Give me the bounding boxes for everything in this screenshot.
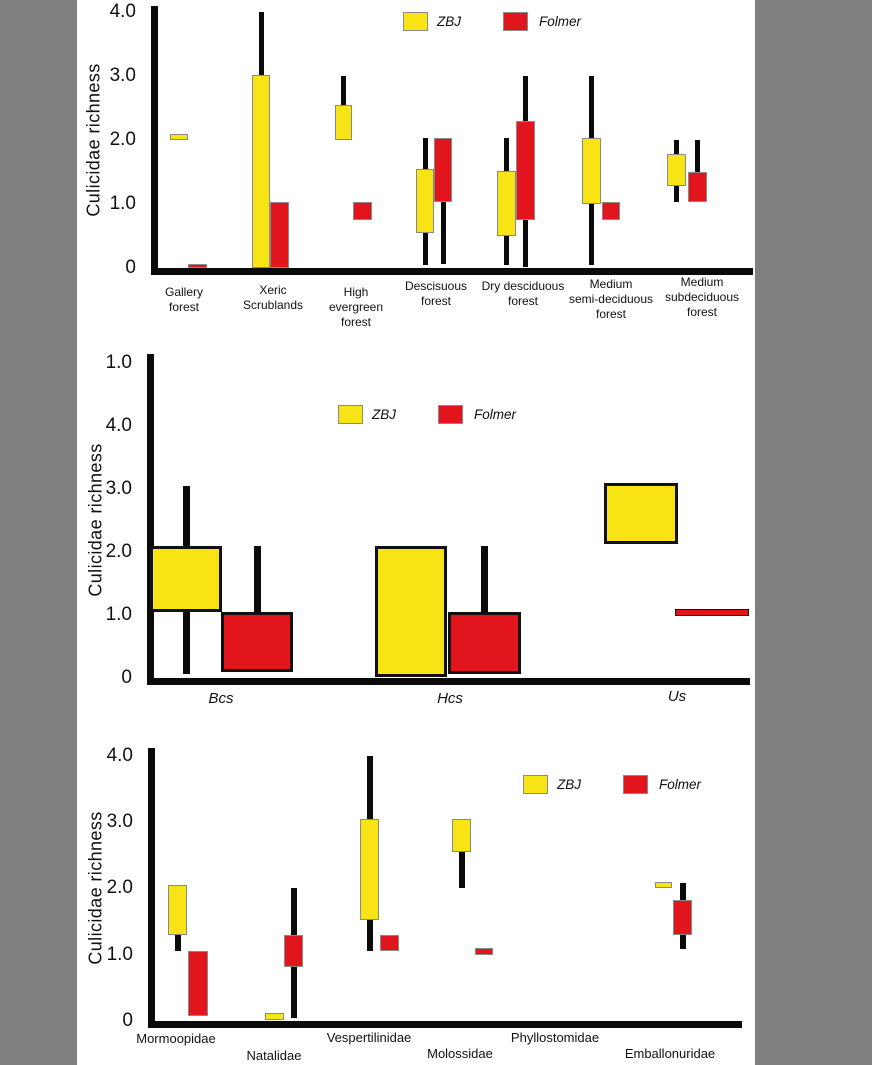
box-folmer: [434, 138, 452, 203]
x-axis-label: Vespertilinidae: [326, 1030, 412, 1045]
x-axis-label: Molossidae: [427, 1046, 493, 1061]
box-zbj: [375, 545, 447, 677]
box-folmer: [270, 202, 289, 268]
y-tick-label: 2.0: [106, 877, 133, 899]
x-axis-label: Phyllostomidae: [510, 1030, 600, 1045]
legend-swatch-folmer: [623, 775, 648, 794]
x-axis-label: High evergreen forest: [328, 285, 384, 329]
y-tick-label: 3.0: [106, 811, 133, 833]
box-zbj: [170, 133, 188, 140]
box-folmer: [475, 948, 493, 955]
y-tick-label: 2.0: [109, 129, 136, 150]
x-axis-label: Us: [667, 688, 687, 705]
box-zbj: [168, 885, 187, 935]
legend-swatch-folmer: [438, 405, 463, 424]
y-tick-label: 0: [122, 1010, 133, 1031]
box-zbj: [335, 104, 352, 140]
legend-swatch-folmer: [503, 12, 528, 31]
legend-label-zbj: ZBJ: [372, 407, 397, 422]
x-axis-label: Medium semi-deciduous forest: [568, 277, 654, 321]
box-folmer: [188, 263, 207, 268]
y-tick-label: 4.0: [105, 415, 132, 436]
y-tick-label: 3.0: [105, 478, 132, 499]
x-axis-label: Bcs: [208, 690, 234, 707]
y-axis-line: [148, 748, 155, 1028]
x-axis-label: Gallery forest: [164, 285, 203, 314]
box-zbj: [452, 818, 471, 852]
box-folmer: [380, 934, 399, 952]
box-zbj: [582, 138, 601, 204]
y-tick-label: 3.0: [109, 65, 136, 86]
x-axis-label: Descisuous forest: [404, 279, 468, 308]
box-zbj: [655, 881, 672, 889]
box-folmer: [284, 934, 303, 967]
y-tick-label: 4.0: [109, 1, 136, 22]
x-axis-line: [147, 678, 750, 685]
whisker-folmer: [695, 140, 700, 203]
legend-label-zbj: ZBJ: [437, 14, 462, 29]
box-folmer: [448, 611, 521, 674]
x-axis-label: Mormoopidae: [136, 1031, 216, 1046]
box-folmer: [353, 202, 372, 220]
box-zbj: [497, 170, 516, 236]
box-zbj: [604, 482, 678, 545]
y-tick-label: 1.0: [105, 352, 132, 373]
box-folmer: [673, 899, 692, 935]
y-axis-line: [147, 354, 154, 685]
y-tick-label: 1.0: [109, 193, 136, 214]
x-axis-label: Medium subdeciduous forest: [664, 275, 740, 319]
box-zbj: [265, 1013, 284, 1020]
y-tick-label: 2.0: [105, 541, 132, 562]
box-folmer: [675, 608, 749, 617]
box-folmer: [602, 202, 620, 220]
legend-label-folmer: Folmer: [539, 14, 582, 29]
whisker-zbj: [458, 822, 465, 889]
y-tick-label: 0: [125, 257, 136, 278]
x-axis-label: Emballonuridae: [624, 1046, 716, 1061]
legend-swatch-zbj: [403, 12, 428, 31]
x-axis-label: Xeric Scrublands: [242, 283, 304, 312]
y-tick-label: 0: [121, 667, 132, 688]
box-zbj: [667, 154, 686, 187]
whisker-folmer: [253, 545, 261, 612]
legend-swatch-zbj: [523, 775, 548, 794]
y-tick-label: 4.0: [106, 744, 133, 766]
whisker-folmer: [481, 545, 488, 612]
y-tick-label: 1.0: [105, 604, 132, 625]
x-axis-label: Natalidae: [246, 1048, 302, 1063]
box-zbj: [252, 74, 270, 268]
box-folmer: [188, 951, 208, 1016]
legend-label-folmer: Folmer: [659, 777, 702, 792]
box-folmer: [688, 172, 707, 203]
y-axis-line: [151, 6, 158, 275]
box-zbj: [416, 168, 434, 233]
legend-label-zbj: ZBJ: [557, 777, 582, 792]
box-zbj: [150, 545, 222, 612]
box-folmer: [516, 120, 535, 220]
x-axis-line: [148, 1021, 742, 1028]
x-axis-label: Dry desciduous forest: [481, 279, 565, 308]
x-axis-label: Hcs: [437, 690, 463, 707]
legend-swatch-zbj: [338, 405, 363, 424]
x-axis-line: [151, 268, 753, 275]
box-zbj: [360, 818, 379, 921]
y-tick-label: 1.0: [106, 943, 133, 965]
legend-label-folmer: Folmer: [474, 407, 517, 422]
box-folmer: [221, 611, 293, 672]
